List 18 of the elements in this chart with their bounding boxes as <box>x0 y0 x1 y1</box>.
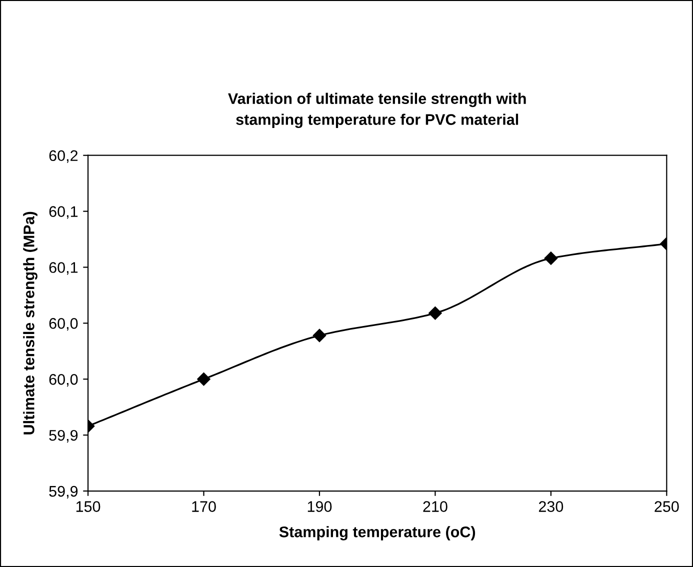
x-tick-label: 170 <box>192 501 216 512</box>
x-tick-label: 190 <box>308 501 332 512</box>
x-tick-label: 150 <box>76 501 100 512</box>
y-axis-title: Ultimate tensile strength (MPa) <box>23 212 38 434</box>
x-tick-label: 230 <box>538 501 564 512</box>
point <box>428 306 442 320</box>
x-tick-label: 250 <box>654 501 679 512</box>
y-tick-label: 60,1 <box>49 262 78 275</box>
x-tick-label: 210 <box>423 501 448 512</box>
y-tick-label: 60,1 <box>49 206 78 219</box>
y-tick-label: 60,0 <box>49 318 78 331</box>
chart-title: Variation of ultimate tensile strength with stamping temperature for PVC material <box>228 92 526 128</box>
point <box>312 328 326 342</box>
y-tick-label: 59,9 <box>49 486 78 499</box>
y-tick-label: 60,0 <box>49 374 78 387</box>
y-tick-label: 60,2 <box>49 150 78 163</box>
x-axis-title: Stamping temperature (oC) <box>279 526 476 540</box>
y-tick-label: 59,9 <box>49 430 78 443</box>
